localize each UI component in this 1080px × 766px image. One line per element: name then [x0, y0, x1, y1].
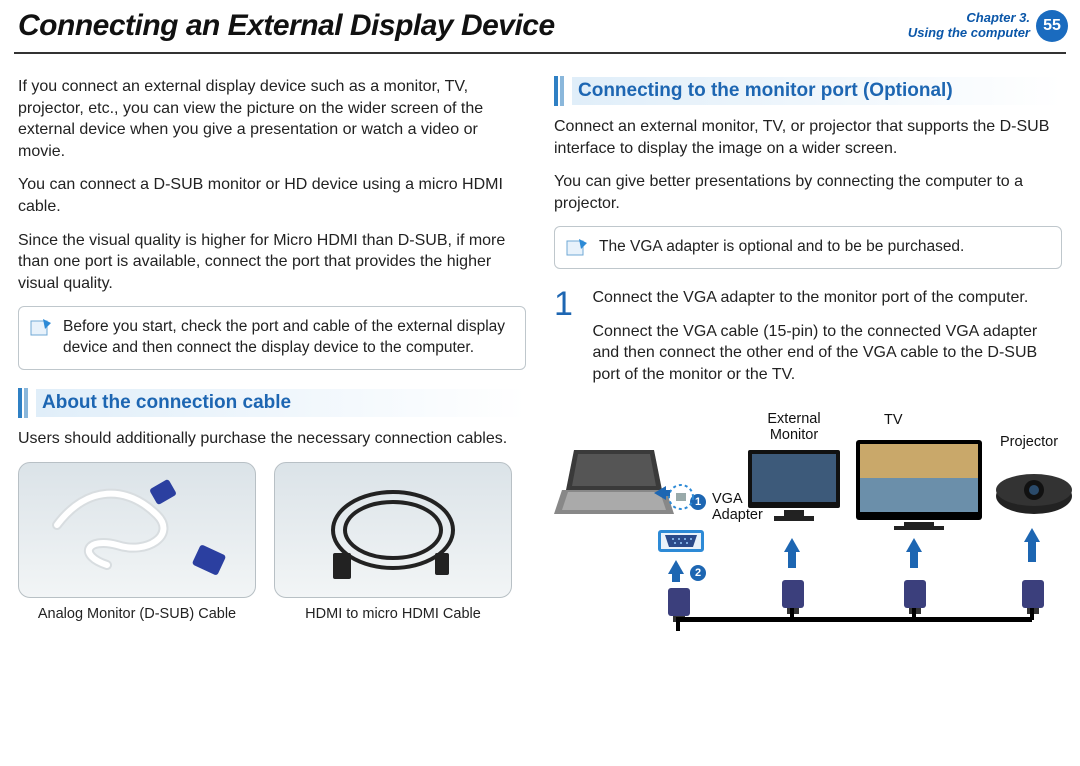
section-bar2	[24, 388, 28, 418]
note-box-right: The VGA adapter is optional and to be be…	[554, 226, 1062, 269]
laptop-icon	[554, 442, 674, 522]
header-right: Chapter 3. Using the computer 55	[908, 10, 1080, 42]
section-label-r: Connecting to the monitor port (Optional…	[572, 77, 1062, 105]
chapter-line2: Using the computer	[908, 26, 1030, 41]
section-bar	[18, 388, 22, 418]
cable-card-hdmi: HDMI to micro HDMI Cable	[274, 462, 512, 622]
intro-para-3: Since the visual quality is higher for M…	[18, 230, 526, 295]
cable-card-dsub: Analog Monitor (D-SUB) Cable	[18, 462, 256, 622]
label-projector: Projector	[1000, 434, 1058, 450]
cable-drop-left	[676, 617, 680, 631]
note-box-left: Before you start, check the port and cab…	[18, 306, 526, 370]
cable-drop-monitor	[790, 608, 794, 620]
cable-intro: Users should additionally purchase the n…	[18, 428, 526, 450]
note-text-r: The VGA adapter is optional and to be be…	[599, 238, 964, 255]
right-column: Connecting to the monitor port (Optional…	[554, 76, 1062, 642]
vga-plug-projector	[1022, 580, 1044, 608]
dsub-cable-icon	[47, 475, 227, 585]
step-body: Connect the VGA adapter to the monitor p…	[592, 287, 1060, 397]
chapter-line1: Chapter 3.	[908, 11, 1030, 26]
cable-image-dsub	[18, 462, 256, 598]
tv-icon	[854, 438, 984, 532]
step-number: 1	[554, 287, 588, 321]
label-vga-adapter: VGA Adapter	[712, 492, 782, 524]
content-columns: If you connect an external display devic…	[0, 54, 1080, 652]
section-about-cable: About the connection cable	[18, 388, 526, 418]
cable-drop-projector	[1030, 608, 1034, 620]
cable-caption-dsub: Analog Monitor (D-SUB) Cable	[18, 606, 256, 622]
intro-para-2: You can connect a D-SUB monitor or HD de…	[18, 174, 526, 217]
connection-diagram: External Monitor TV Projector	[554, 412, 1062, 642]
section-bar-r	[554, 76, 558, 106]
arrow-tv-stem	[910, 552, 918, 568]
hdmi-cable-icon	[303, 475, 483, 585]
page-title: Connecting an External Display Device	[18, 9, 555, 43]
arrow-monitor-icon	[784, 538, 800, 552]
right-para-2: You can give better presentations by con…	[554, 171, 1062, 214]
cable-row: Analog Monitor (D-SUB) Cable HDMI to mic…	[18, 462, 526, 622]
vga-plug-monitor	[782, 580, 804, 608]
right-para-1: Connect an external monitor, TV, or proj…	[554, 116, 1062, 159]
cable-image-hdmi	[274, 462, 512, 598]
cable-caption-hdmi: HDMI to micro HDMI Cable	[274, 606, 512, 622]
note-icon	[29, 317, 53, 337]
num-2-icon: 2	[690, 565, 706, 581]
arrow-projector-icon	[1024, 528, 1040, 542]
label-tv: TV	[884, 412, 903, 428]
cable-bar	[676, 617, 1032, 622]
arrow-left-icon	[654, 486, 670, 500]
section-bar2-r	[560, 76, 564, 106]
arrow-monitor-stem	[788, 552, 796, 568]
adapter-circle-icon	[666, 482, 696, 512]
left-column: If you connect an external display devic…	[18, 76, 526, 642]
marker-2: 2	[690, 564, 706, 581]
vga-port-icon	[658, 530, 704, 552]
chapter-label: Chapter 3. Using the computer	[908, 11, 1030, 41]
projector-icon	[994, 466, 1074, 516]
page-number: 55	[1036, 10, 1068, 42]
note-icon-r	[565, 237, 589, 257]
step-para-1: Connect the VGA adapter to the monitor p…	[592, 287, 1060, 309]
section-label: About the connection cable	[36, 389, 526, 417]
vga-plug-tv	[904, 580, 926, 608]
arrow-projector-stem	[1028, 542, 1036, 562]
arrow-tv-icon	[906, 538, 922, 552]
step-para-2: Connect the VGA cable (15-pin) to the co…	[592, 321, 1060, 386]
cable-drop-tv	[912, 608, 916, 620]
intro-para-1: If you connect an external display devic…	[18, 76, 526, 162]
page-header: Connecting an External Display Device Ch…	[0, 0, 1080, 52]
vga-plug-left	[668, 588, 690, 616]
label-external-monitor: External Monitor	[754, 412, 834, 444]
arrow-stem-2	[672, 574, 680, 582]
note-text: Before you start, check the port and cab…	[63, 318, 505, 356]
section-monitor-port: Connecting to the monitor port (Optional…	[554, 76, 1062, 106]
arrow-up-2-icon	[668, 560, 684, 574]
step-1: 1 Connect the VGA adapter to the monitor…	[554, 287, 1062, 397]
